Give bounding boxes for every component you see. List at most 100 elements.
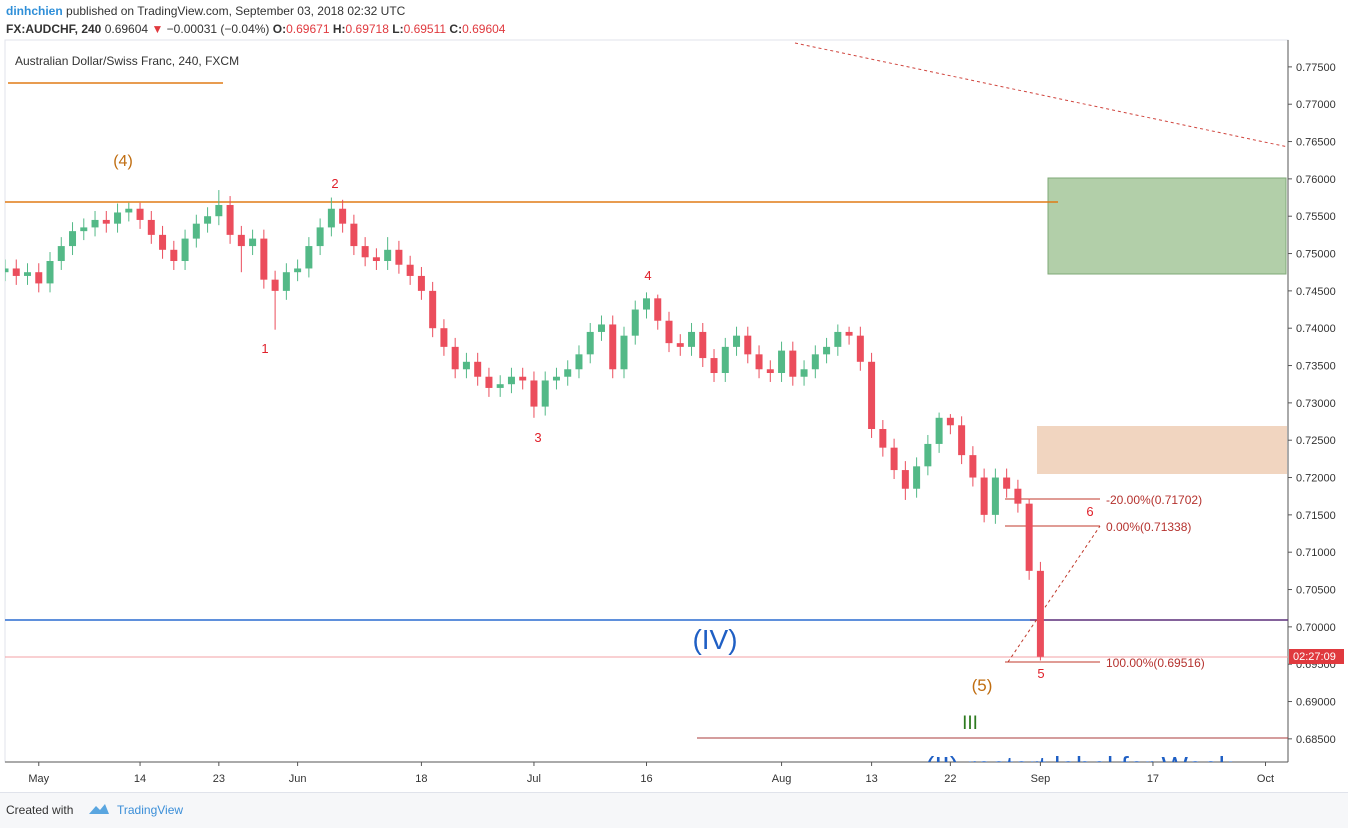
candle-body [114,212,122,224]
candle-body [1003,477,1011,489]
y-tick-label: 0.76000 [1296,174,1336,186]
candle-body [395,249,403,265]
candle-body [474,361,482,377]
annotation: 1 [261,341,268,356]
candle-body [215,205,223,217]
y-tick-label: 0.72000 [1296,473,1336,485]
candle-body [192,223,200,239]
annotation: 5 [1037,666,1044,681]
annotation: (5) [972,676,993,695]
x-tick-label: 18 [415,773,427,785]
y-tick-label: 0.77500 [1296,62,1336,74]
candle-body [958,425,966,456]
candle-body [305,246,313,269]
x-tick-label: 22 [944,773,956,785]
brand[interactable]: TradingView [117,803,184,817]
candle-body [620,335,628,370]
candle-body [91,219,99,228]
fib-label: -20.00%(0.71702) [1106,493,1202,507]
annotation: (II) restart label for Week [925,751,1234,782]
y-tick-label: 0.75000 [1296,249,1336,261]
countdown-box [1289,649,1344,664]
candle-body [12,268,20,276]
candle-body [327,208,335,228]
x-tick-label: Oct [1257,773,1274,785]
candle-body [350,223,358,247]
fib-label: 100.00%(0.69516) [1106,656,1205,670]
candle-body [372,257,380,262]
x-tick-label: 23 [213,773,225,785]
orange-zone [1037,426,1287,474]
candle-body [676,343,684,347]
annotation: 4 [644,268,651,283]
y-tick-label: 0.74000 [1296,323,1336,335]
ohlc-value: 0.69718 [345,22,389,36]
candle-body [147,219,155,235]
candle-body [766,369,774,374]
candle-body [260,238,268,280]
candle-body [159,234,167,250]
candle-body [924,443,932,467]
candle-body [744,335,752,355]
candle-body [451,346,459,370]
candle-body [541,380,549,407]
legend: Australian Dollar/Swiss Franc, 240, FXCM [15,54,239,68]
candle-body [631,309,639,336]
y-tick-label: 0.68500 [1296,734,1336,746]
chart: (4) 2 1 3 4 (IV) (5) III 5 6 (II) restar… [4,39,1344,785]
candle-body [429,290,437,329]
candle-body [575,354,583,370]
arrow: ▼ [151,22,164,36]
candle-body [845,331,853,336]
candle-body [699,331,707,359]
candle-body [710,358,718,374]
y-tick-label: 0.71500 [1296,510,1336,522]
candle-body [823,346,831,355]
x-tick-label: 13 [865,773,877,785]
candle-body [102,219,110,224]
candle-body [271,279,279,291]
x-tick-label: May [28,773,49,785]
candle-body [170,249,178,262]
annotation: 2 [331,176,338,191]
candle-body [688,331,696,347]
ohlc-value: 0.69604 [462,22,506,36]
created-with: Created with [6,803,74,817]
candle-body [530,380,538,407]
footer: Created with TradingView [0,792,1348,828]
candle-body [609,324,617,370]
candle-body [57,246,65,262]
y-tick-label: 0.69000 [1296,697,1336,709]
candle-body [834,331,842,347]
candle-body [136,208,144,220]
y-tick-label: 0.71000 [1296,547,1336,559]
ohlc-key: H: [332,22,346,36]
y-tick-label: 0.75500 [1296,211,1336,223]
annotations: (4) 2 1 3 4 (IV) (5) III 5 6 (II) restar… [113,153,1234,782]
candle-body [361,246,369,258]
fib-label: 0.00%(0.71338) [1106,520,1191,534]
x-tick-label: 14 [134,773,146,785]
candle-body [1025,503,1033,571]
candle-body [778,350,786,374]
candle-body [643,298,650,310]
candle-body [181,238,189,262]
candle-body [564,369,572,377]
candle-body [46,261,54,284]
candle-body [417,275,425,291]
candle-body [339,208,347,224]
y-tick-label: 0.73000 [1296,398,1336,410]
candle-body [586,331,594,355]
y-tick-label: 0.70000 [1296,622,1336,634]
x-tick-label: 17 [1147,773,1159,785]
y-tick-label: 0.74500 [1296,286,1336,298]
annotation: III [962,713,978,734]
candle-body [654,298,662,321]
symbol: FX:AUDCHF, 240 [6,22,102,36]
candle-body [406,264,414,276]
author[interactable]: dinhchien [6,4,63,18]
x-tick-label: 16 [640,773,652,785]
candle-body [755,354,763,370]
candle-body [856,335,864,362]
